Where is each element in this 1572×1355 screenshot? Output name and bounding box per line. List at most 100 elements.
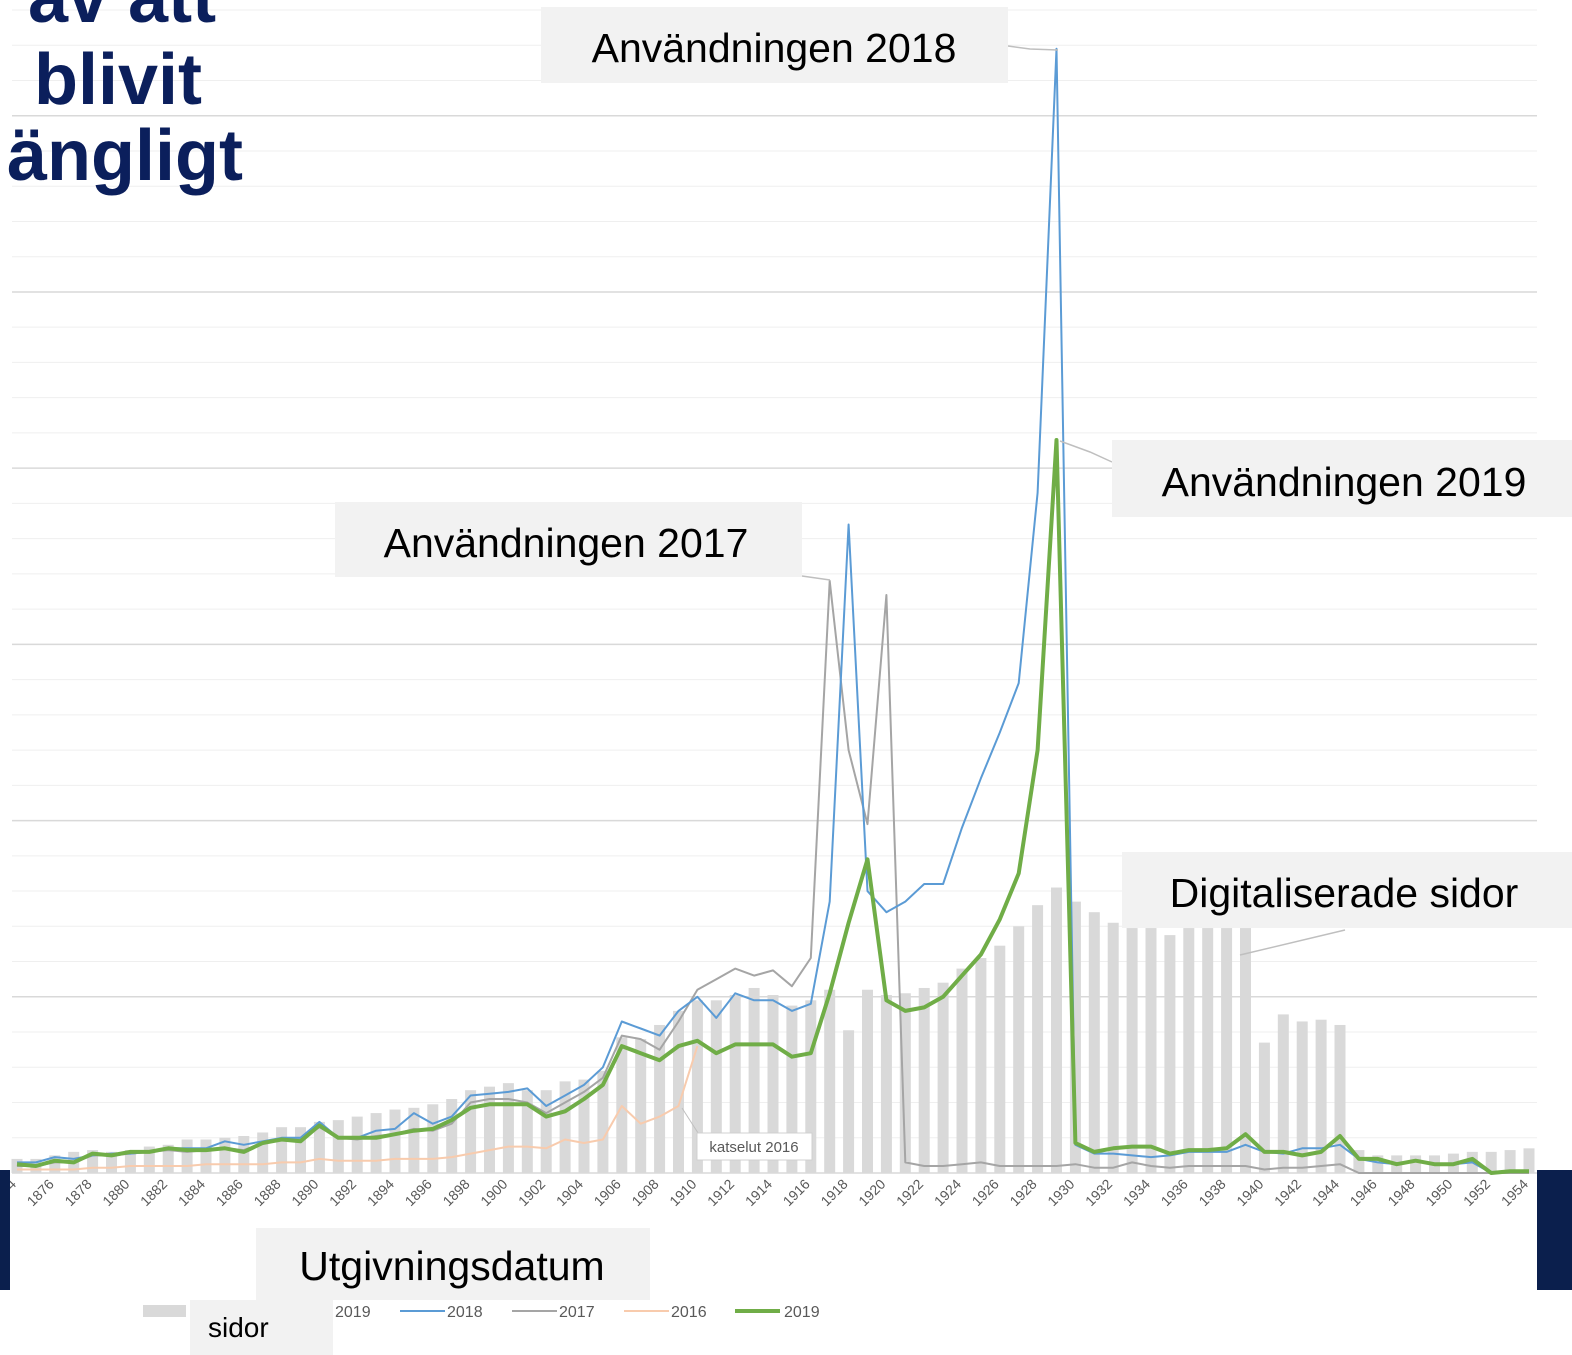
bar [1315, 1019, 1327, 1173]
bar [918, 987, 930, 1173]
x-tick-label: 1916 [780, 1176, 813, 1209]
bar [1485, 1151, 1497, 1173]
bar [710, 1000, 722, 1173]
bar [937, 982, 949, 1173]
bar [181, 1139, 193, 1173]
title-line: blivit [34, 40, 202, 120]
bar [427, 1104, 439, 1173]
bar [238, 1135, 250, 1173]
bar [1202, 928, 1214, 1173]
grid [12, 9, 1537, 1174]
x-tick-label: 1940 [1233, 1176, 1266, 1209]
bar [1221, 928, 1233, 1173]
bar [654, 1024, 666, 1173]
x-tick-label: 1926 [969, 1176, 1002, 1209]
x-tick-label: 1912 [704, 1176, 737, 1209]
x-tick-label: 1880 [99, 1176, 132, 1209]
bar [1410, 1155, 1422, 1173]
bar [1013, 926, 1025, 1173]
bars [11, 887, 1535, 1173]
legend-label: 2016 [671, 1304, 707, 1321]
x-tick-label: 1904 [553, 1176, 586, 1209]
bar [351, 1116, 363, 1173]
x-tick-label: 1922 [893, 1176, 926, 1209]
legend-label: 2017 [559, 1304, 595, 1321]
x-tick-label: 1888 [250, 1176, 283, 1209]
x-tick-label: 1878 [61, 1176, 94, 1209]
axis-title-box [256, 1228, 650, 1300]
bar [484, 1086, 495, 1173]
bar [635, 1039, 647, 1173]
x-tick-label: 1920 [855, 1176, 888, 1209]
bar [691, 1000, 703, 1173]
bar [1523, 1148, 1535, 1173]
bar [994, 945, 1006, 1173]
bar [899, 993, 911, 1173]
x-tick-label: 1886 [213, 1176, 246, 1209]
bar [786, 1005, 798, 1173]
line [16, 438, 1529, 1175]
title-line: ängligt [7, 116, 243, 196]
annotation: Användningen 2018 [592, 25, 957, 71]
bar [1126, 928, 1138, 1173]
bar [578, 1079, 590, 1173]
x-tick-label: 1954 [1498, 1176, 1531, 1209]
x-tick-label: 1906 [591, 1176, 624, 1209]
x-tick-label: 1908 [628, 1176, 661, 1209]
bar [219, 1137, 231, 1173]
bar [1372, 1155, 1384, 1173]
annotation: Användningen 2019 [1162, 459, 1527, 505]
x-tick-label: 1884 [175, 1176, 208, 1209]
x-tick-label: 1892 [326, 1176, 359, 1209]
bar [87, 1150, 99, 1173]
bar [880, 995, 892, 1173]
legend-label: 2019 [335, 1304, 371, 1321]
bar [767, 995, 779, 1173]
bar [729, 995, 741, 1173]
bar [1334, 1024, 1346, 1173]
bar [370, 1113, 382, 1173]
bar [124, 1150, 136, 1173]
bar [49, 1155, 61, 1173]
bar [862, 989, 873, 1173]
x-tick-label: 1944 [1309, 1176, 1342, 1209]
bar [276, 1127, 288, 1173]
bar [843, 1030, 855, 1173]
x-tick-label: 1928 [1006, 1176, 1039, 1209]
legend-label: 2018 [447, 1304, 483, 1321]
bar [295, 1127, 306, 1173]
annotation: sidor [208, 1312, 269, 1343]
x-tick-label: 1896 [402, 1176, 435, 1209]
bar [162, 1144, 174, 1173]
bar [1088, 912, 1100, 1173]
bar [1183, 928, 1195, 1173]
annotation-box [541, 7, 1008, 83]
x-tick-label: 1948 [1384, 1176, 1417, 1209]
leader-line [681, 1107, 701, 1137]
x-tick-label: 1932 [1082, 1176, 1115, 1209]
bar [540, 1090, 552, 1173]
annotation: katselut 2016 [709, 1139, 798, 1156]
edge-bar [0, 1170, 10, 1290]
bar [956, 968, 968, 1173]
x-tick-label: 1910 [666, 1176, 699, 1209]
annotation-box [335, 502, 802, 577]
bar [1032, 905, 1044, 1173]
bar [408, 1107, 420, 1173]
annotation: Användningen 2017 [384, 520, 749, 566]
x-tick-label: 1918 [817, 1176, 850, 1209]
legend-label: 2019 [784, 1304, 820, 1321]
bar [1069, 901, 1081, 1173]
annotation-box [1112, 440, 1572, 517]
bar [559, 1081, 571, 1173]
bar [313, 1121, 325, 1173]
leader-line [1007, 45, 1059, 51]
x-tick-label: 1894 [364, 1176, 397, 1209]
bar [389, 1109, 401, 1173]
x-tick-label: 1924 [931, 1176, 964, 1209]
x-tick-label: 1946 [1347, 1176, 1380, 1209]
x-tick-label: 1914 [742, 1176, 775, 1209]
bar [1258, 1042, 1270, 1173]
x-tick-label: 1930 [1044, 1176, 1077, 1209]
